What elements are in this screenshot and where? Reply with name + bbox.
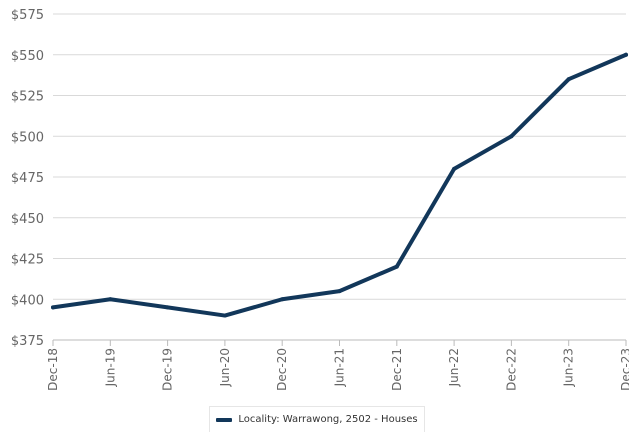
y-tick-label: $400 [11,293,44,308]
data-point[interactable] [452,166,457,171]
y-tick-label: $425 [11,253,44,268]
data-point[interactable] [566,77,571,82]
y-tick-label: $475 [11,171,44,186]
legend[interactable]: Locality: Warrawong, 2502 - Houses [209,406,425,432]
x-tick-label: Jun-22 [447,348,461,387]
x-axis [52,339,627,346]
series-line[interactable] [51,52,628,318]
series-layer [51,52,628,318]
y-tick-label: $450 [11,212,44,227]
y-tick-label: $500 [11,130,44,145]
x-axis-tick-labels: Dec-18 Jun-19 Dec-19 Jun-20 Dec-20 Jun-21 Dec-… [46,348,629,391]
data-point[interactable] [394,264,399,269]
y-tick-label: $575 [11,8,44,23]
x-tick-label: Dec-20 [275,348,289,391]
legend-label: Locality: Warrawong, 2502 - Houses [238,414,418,425]
data-point[interactable] [337,289,342,294]
data-point[interactable] [165,305,170,310]
x-tick-label: Jun-20 [218,348,232,387]
data-point[interactable] [280,297,285,302]
legend-swatch [216,417,233,422]
data-point[interactable] [51,305,55,310]
data-point[interactable] [222,313,227,318]
x-tick-label: Jun-19 [103,348,117,387]
data-point[interactable] [108,297,113,302]
x-tick-label: Dec-21 [390,348,404,391]
data-point[interactable] [624,52,628,57]
x-tick-label: Dec-18 [46,348,60,391]
y-tick-label: $375 [11,334,44,349]
x-tick-label: Dec-19 [161,348,175,391]
y-tick-label: $525 [11,90,44,105]
y-tick-label: $550 [11,49,44,64]
x-tick-label: Dec-23 [619,348,629,391]
x-tick-label: Dec-22 [504,348,518,391]
x-tick-label: Jun-21 [333,348,347,387]
x-tick-label: Jun-23 [562,348,576,387]
data-point[interactable] [509,134,514,139]
y-gridlines [53,13,626,341]
y-axis-tick-labels: $375 $400 $425 $450 $475 $500 $525 $550 $575 [11,8,44,349]
